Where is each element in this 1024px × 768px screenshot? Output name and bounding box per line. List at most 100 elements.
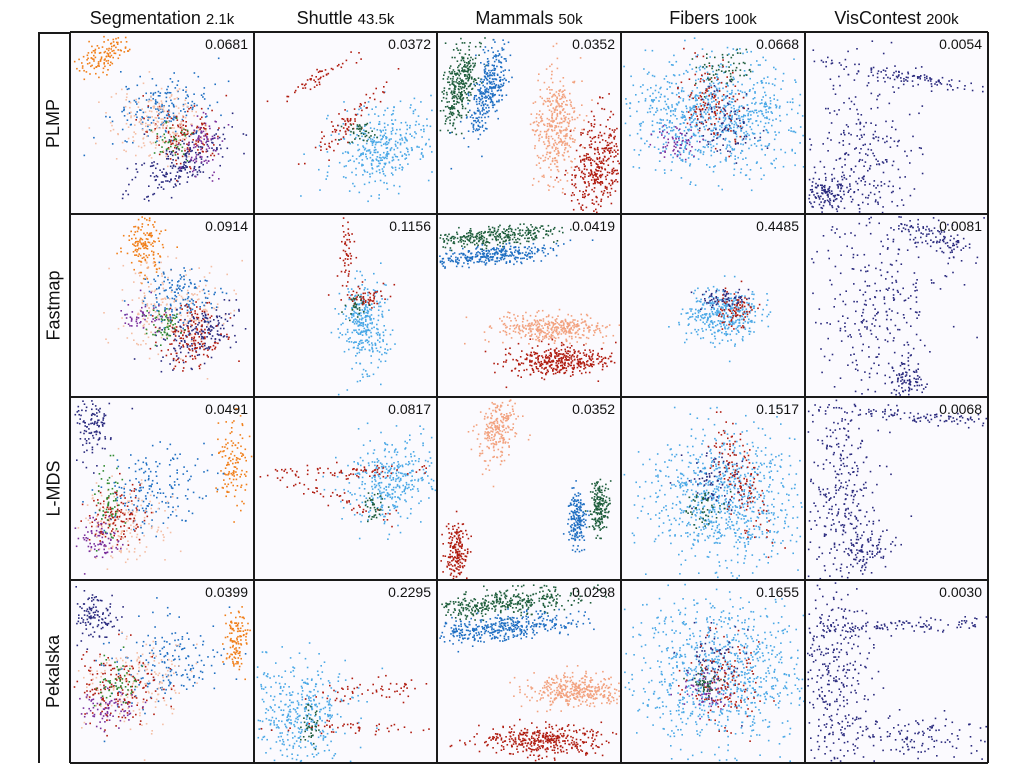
data-point [198, 135, 200, 137]
data-point [676, 141, 679, 143]
data-point [566, 144, 568, 146]
data-point [179, 143, 182, 146]
data-point [462, 97, 465, 99]
data-point [494, 85, 497, 87]
data-point [137, 145, 140, 148]
data-point [568, 144, 570, 147]
data-point [163, 120, 166, 122]
data-point [605, 160, 608, 162]
data-point [699, 149, 702, 152]
data-point [593, 119, 596, 121]
data-point [597, 203, 600, 206]
data-point [720, 70, 723, 72]
data-point [551, 96, 553, 98]
data-point [539, 89, 542, 91]
data-point [162, 121, 164, 124]
data-point [184, 298, 187, 301]
data-point [531, 129, 534, 131]
data-point [486, 79, 488, 81]
data-point [901, 199, 903, 201]
data-point [489, 81, 491, 84]
data-point [557, 170, 560, 173]
data-point [196, 126, 198, 129]
data-point [179, 302, 182, 305]
data-point [163, 110, 166, 113]
data-point [125, 41, 128, 43]
data-point [670, 129, 672, 132]
data-point [470, 56, 472, 59]
data-point [471, 88, 473, 90]
data-point [367, 138, 369, 141]
dataset-name: Fibers [669, 8, 725, 28]
data-point [573, 80, 576, 83]
data-point [609, 116, 611, 119]
data-point [102, 67, 105, 70]
data-point [704, 72, 706, 75]
data-point [420, 152, 423, 154]
data-point [808, 178, 811, 181]
data-point [466, 67, 469, 70]
data-point [737, 89, 739, 92]
data-point [486, 96, 488, 98]
data-point [164, 308, 166, 311]
data-point [685, 132, 688, 135]
data-point [763, 174, 765, 177]
data-point [194, 161, 196, 164]
data-point [599, 162, 602, 164]
data-point [164, 175, 166, 178]
stress-value: 0.0352 [572, 36, 615, 52]
data-point [704, 102, 707, 105]
data-point [207, 160, 210, 162]
data-point [711, 67, 713, 70]
data-point [349, 123, 352, 125]
data-point [189, 269, 191, 271]
data-point [190, 333, 193, 336]
data-point [541, 117, 543, 120]
data-point [183, 286, 185, 288]
data-point [454, 56, 456, 59]
data-point [147, 267, 149, 269]
data-point [719, 125, 721, 127]
data-point [751, 110, 754, 113]
data-point [924, 79, 926, 81]
point-cloud [73, 35, 248, 202]
data-point [732, 54, 734, 56]
data-point [766, 145, 769, 148]
data-point [556, 143, 558, 146]
data-point [728, 144, 731, 147]
data-point [715, 99, 717, 101]
data-point [365, 123, 368, 126]
data-point [362, 152, 364, 154]
data-point [193, 143, 195, 146]
data-point [591, 137, 594, 140]
data-point [170, 95, 173, 97]
data-point [737, 142, 739, 144]
data-point [739, 122, 742, 124]
data-point [542, 103, 545, 106]
data-point [315, 76, 317, 78]
data-point [673, 54, 675, 57]
data-point [122, 193, 124, 196]
data-point [458, 71, 461, 73]
data-point [907, 72, 910, 75]
data-point [366, 122, 369, 125]
data-point [734, 113, 736, 115]
data-point [771, 112, 773, 114]
data-point [562, 77, 565, 79]
data-point [172, 186, 175, 188]
data-point [122, 325, 125, 327]
data-point [358, 148, 361, 151]
data-point [728, 97, 731, 99]
data-point [746, 164, 748, 166]
data-point [569, 130, 572, 132]
data-point [191, 100, 194, 103]
data-point [830, 139, 832, 141]
data-point [788, 129, 790, 131]
data-point [419, 158, 422, 160]
data-point [475, 94, 477, 97]
data-point [459, 49, 462, 51]
data-point [667, 141, 670, 144]
data-point [919, 78, 921, 80]
data-point [882, 162, 885, 164]
data-point [740, 135, 742, 138]
